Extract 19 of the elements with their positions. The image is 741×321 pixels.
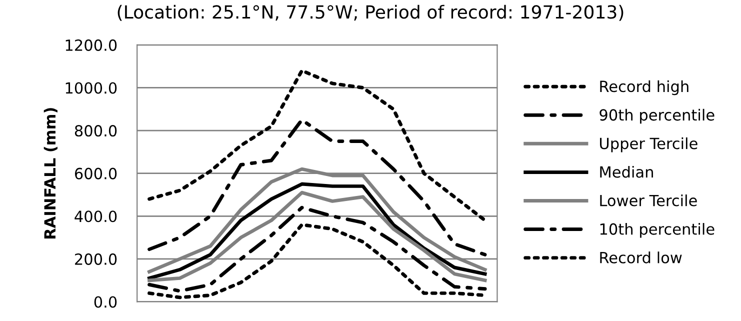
line-series [148, 118, 487, 256]
y-tick-label: 600.0 [74, 168, 117, 180]
legend-label: 90th percentile [600, 108, 714, 124]
y-tick-label: 0.0 [94, 296, 117, 308]
line-series [148, 68, 487, 222]
y-tick-label: 1200.0 [66, 39, 117, 51]
y-axis-title: RAINFALL (mm) [44, 108, 58, 239]
y-tick-label: 400.0 [74, 210, 117, 222]
legend-label: Record high [600, 80, 688, 96]
chart-title: (Location: 25.1°N, 77.5°W; Period of record: 1971-2013) [118, 4, 624, 21]
legend-label: Upper Tercile [600, 137, 698, 152]
legend-label: Lower Tercile [600, 194, 697, 206]
legend-label: Median [600, 166, 653, 178]
y-tick-label: 200.0 [75, 253, 117, 265]
y-tick-label: 1000.0 [66, 82, 117, 94]
legend-label: Record low [600, 252, 682, 264]
line-series [148, 206, 487, 293]
legend-label: 10th percentile [600, 223, 714, 238]
y-tick-label: 800.0 [74, 125, 117, 137]
